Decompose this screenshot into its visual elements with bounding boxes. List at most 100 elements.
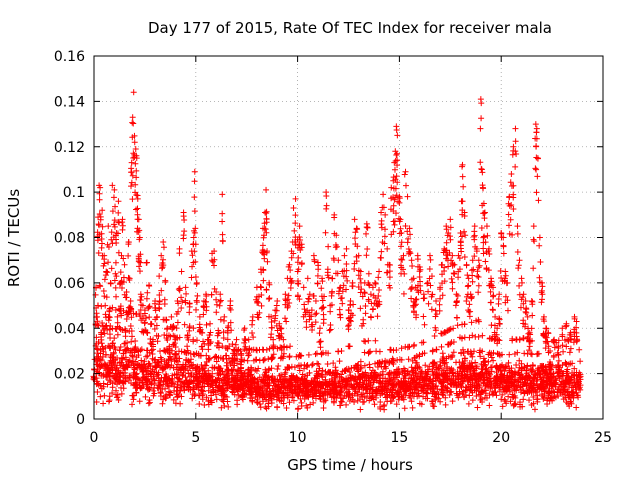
data-point	[288, 254, 295, 261]
data-point	[309, 327, 316, 334]
data-point	[180, 213, 187, 220]
data-point	[296, 234, 303, 241]
data-point	[182, 363, 189, 370]
data-point	[217, 316, 224, 323]
data-point	[462, 391, 469, 398]
data-point	[135, 256, 142, 263]
data-point	[346, 343, 353, 350]
data-point	[170, 396, 177, 403]
data-point	[534, 173, 541, 180]
data-point	[319, 367, 326, 374]
data-point	[456, 359, 463, 366]
data-point	[328, 290, 335, 297]
data-point	[459, 198, 466, 205]
data-point	[112, 307, 119, 314]
data-point	[417, 372, 424, 379]
data-point	[494, 325, 501, 332]
data-point	[207, 329, 214, 336]
data-point	[475, 264, 482, 271]
data-point	[547, 370, 554, 377]
data-point	[232, 374, 239, 381]
data-point	[123, 288, 130, 295]
data-point	[394, 157, 401, 164]
data-point	[504, 297, 511, 304]
data-point	[150, 343, 156, 350]
data-point	[432, 324, 439, 331]
y-tick-label: 0.04	[54, 321, 85, 337]
data-point	[354, 366, 361, 373]
data-point	[263, 208, 270, 215]
data-point	[425, 300, 432, 307]
data-point	[238, 358, 245, 365]
data-point	[128, 328, 135, 335]
data-point	[234, 382, 241, 389]
data-point	[309, 321, 316, 328]
data-point	[296, 223, 303, 230]
data-point	[369, 306, 376, 313]
data-point	[545, 343, 552, 350]
data-point	[231, 391, 238, 398]
data-point	[310, 399, 317, 406]
data-point	[185, 358, 192, 365]
data-point	[120, 255, 127, 262]
data-point	[263, 186, 270, 193]
data-point	[225, 403, 232, 410]
data-point	[412, 301, 419, 308]
data-point	[109, 340, 116, 347]
data-point	[449, 352, 456, 359]
data-point	[337, 384, 344, 391]
data-point	[303, 324, 310, 331]
data-point	[414, 256, 421, 263]
data-point	[97, 283, 104, 290]
data-point	[419, 350, 426, 357]
x-tick-label: 5	[191, 430, 200, 446]
data-point	[298, 261, 305, 268]
data-point	[105, 398, 112, 405]
data-point	[319, 304, 326, 311]
data-point	[488, 354, 495, 361]
data-point	[94, 346, 101, 353]
data-point	[217, 297, 224, 304]
data-point	[119, 219, 126, 226]
data-point	[97, 184, 104, 191]
data-point	[220, 355, 227, 362]
data-point	[249, 330, 256, 337]
data-point	[175, 286, 182, 293]
data-point	[461, 213, 468, 220]
data-point	[218, 404, 225, 411]
data-point	[95, 322, 102, 329]
data-point	[351, 390, 358, 397]
data-point	[475, 257, 482, 264]
data-point	[399, 256, 406, 263]
data-point	[220, 335, 227, 342]
data-point	[382, 211, 389, 218]
data-point	[141, 358, 148, 365]
data-point	[515, 262, 522, 269]
data-point	[181, 387, 188, 394]
data-point	[450, 349, 457, 356]
data-point	[412, 359, 419, 366]
data-point	[394, 370, 401, 377]
data-point	[468, 293, 475, 300]
data-point	[198, 374, 205, 381]
data-point	[499, 391, 506, 398]
data-point	[242, 337, 249, 344]
data-point	[397, 386, 404, 393]
data-point	[319, 297, 326, 304]
data-point	[339, 288, 346, 295]
data-point	[502, 384, 509, 391]
data-point	[333, 391, 340, 398]
data-point	[528, 298, 535, 305]
data-point	[207, 320, 214, 327]
data-point	[203, 321, 210, 328]
data-point	[393, 210, 400, 217]
data-point	[365, 280, 372, 287]
data-point	[424, 279, 431, 286]
data-point	[97, 393, 104, 400]
data-point	[520, 396, 527, 403]
data-point	[541, 318, 548, 325]
data-point	[381, 360, 388, 367]
data-point	[499, 403, 506, 410]
data-point	[398, 256, 405, 263]
data-point	[139, 368, 146, 375]
